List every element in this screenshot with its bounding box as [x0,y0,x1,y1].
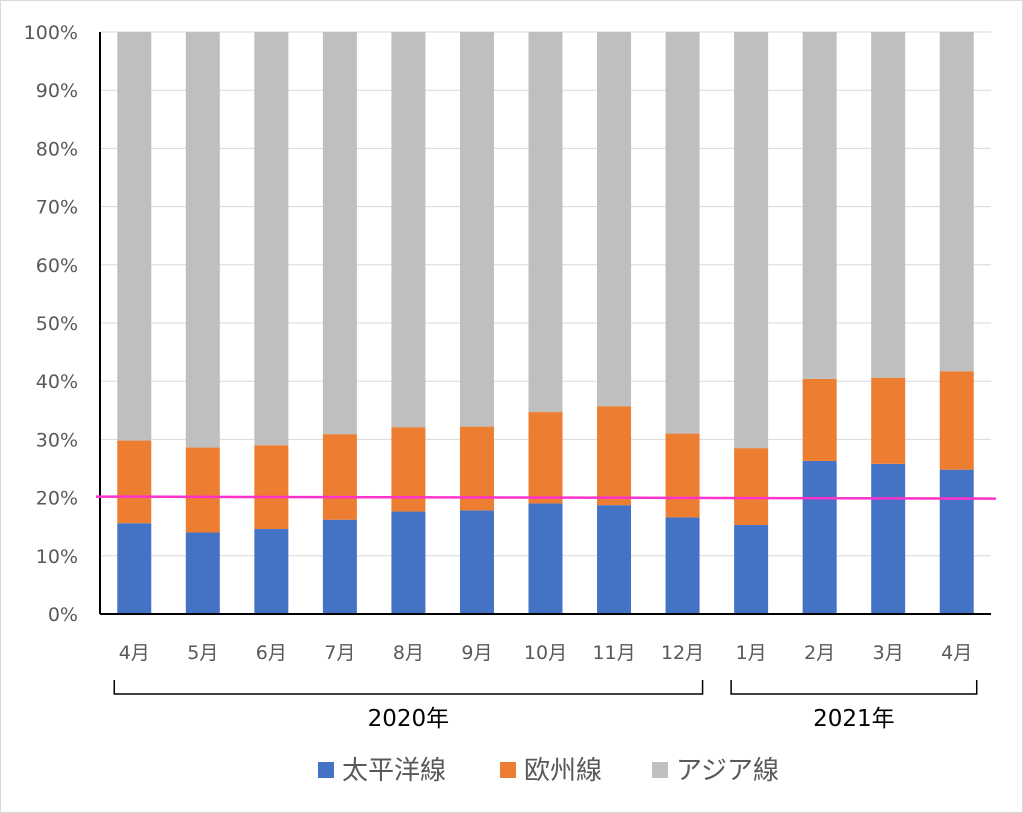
bar-segment [322,434,357,520]
bar-segment [871,377,906,464]
bar-segment [391,427,426,512]
bar-segment [734,448,769,525]
legend-swatch [318,762,334,778]
bar-segment [459,32,494,427]
year-bracket [113,680,704,695]
legend-label: 欧州線 [524,756,602,786]
x-tick-label: 4月 [941,642,972,664]
x-tick-label: 3月 [873,642,904,664]
bar-segment [802,378,837,461]
bar-segment [528,503,563,614]
bar-segment [391,511,426,614]
x-tick-label: 12月 [661,642,704,664]
year-label: 2020年 [368,706,450,732]
y-tick-label: 30% [36,429,78,451]
x-tick-label: 8月 [393,642,424,664]
bar-segment [185,32,220,448]
y-tick-label: 70% [36,197,78,219]
bar-segment [185,447,220,533]
bar-segment [665,32,700,434]
bar-segment [391,32,426,428]
bar-segment [117,32,152,441]
x-tick-label: 9月 [461,642,492,664]
y-tick-label: 40% [36,371,78,393]
year-brackets: 2020年 2021年 [113,680,978,732]
x-tick-label: 11月 [592,642,635,664]
bar-segment [597,505,632,614]
bar-segment [254,529,289,614]
legend-label: アジア線 [676,756,779,786]
reference-line [95,495,997,500]
bar-segment [117,440,152,524]
bar-segment [459,510,494,614]
axes [99,32,991,615]
bar-segment [322,32,357,435]
legend: 太平洋線 欧州線 アジア線 [318,756,779,786]
bar-segment [597,32,632,407]
x-tick-label: 4月 [119,642,150,664]
x-tick-label: 7月 [324,642,355,664]
y-tick-label: 100% [24,22,78,44]
bar-segment [939,32,974,372]
y-tick-label: 0% [48,604,78,626]
x-tick-label: 6月 [256,642,287,664]
year-bracket [730,680,978,695]
bar-segment [597,406,632,506]
bar-segment [322,519,357,614]
bar-segment [665,433,700,518]
bar-segment [528,412,563,504]
bar-segment [802,32,837,379]
bar-segment [734,524,769,614]
y-tick-label: 10% [36,546,78,568]
legend-label: 太平洋線 [342,756,446,786]
x-axis-ticks: 4月 5月 6月 7月 8月 9月 10月 11月 12月 1月 2月 3月 4月 [119,642,973,664]
bar-segment [939,469,974,614]
bar-segment [254,32,289,446]
y-tick-label: 20% [36,488,78,510]
y-tick-label: 60% [36,255,78,277]
bar-segment [528,32,563,413]
bar-segment [734,32,769,449]
x-tick-label: 5月 [187,642,218,664]
bar-segment [254,445,289,530]
legend-swatch [500,762,516,778]
bar-segment [665,517,700,614]
bar-segment [185,532,220,614]
y-tick-label: 80% [36,138,78,160]
reference-line-group [95,495,997,500]
y-tick-label: 50% [36,313,78,335]
bar-segment [871,463,906,614]
x-tick-label: 10月 [524,642,567,664]
bar-segment [871,32,906,378]
x-tick-label: 1月 [736,642,767,664]
bar-segment [802,460,837,614]
legend-swatch [652,762,668,778]
y-axis-ticks: 0% 10% 20% 30% 40% 50% 60% 70% 80% 90% 100% [24,22,78,626]
year-label: 2021年 [813,706,895,732]
bars [117,32,974,614]
bar-segment [117,523,152,614]
x-tick-label: 2月 [804,642,835,664]
y-tick-label: 90% [36,80,78,102]
bar-segment [939,371,974,470]
